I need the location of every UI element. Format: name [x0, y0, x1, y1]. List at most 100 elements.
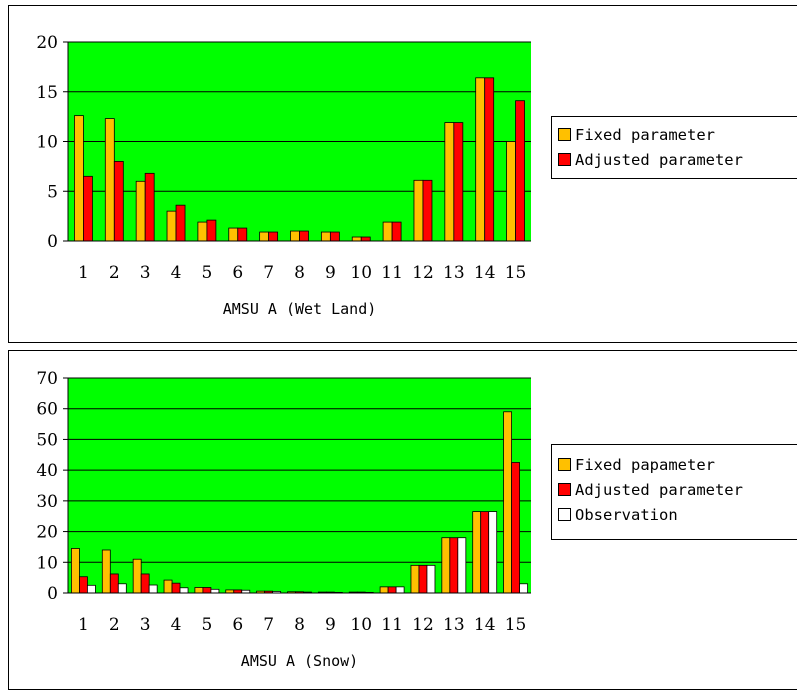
- y-tick-label: 20: [36, 33, 58, 53]
- x-tick-label: 14: [474, 615, 496, 635]
- bar-adjusted-parameter-10: [360, 236, 371, 242]
- x-tick-label: 14: [474, 263, 496, 283]
- x-tick-label: 2: [109, 615, 120, 635]
- x-tick-label: 5: [201, 263, 212, 283]
- y-tick-label: 10: [36, 553, 58, 573]
- bar-observation-3: [148, 584, 158, 594]
- bar-fixed-papameter-12: [410, 564, 420, 594]
- y-tick-label: 15: [36, 83, 58, 103]
- bar-observation-12: [426, 564, 436, 594]
- bar-adjusted-parameter-7: [268, 231, 279, 242]
- bar-fixed-papameter-5: [194, 587, 204, 594]
- x-tick-label: 13: [443, 615, 465, 635]
- bar-fixed-parameter-8: [290, 230, 300, 242]
- bar-adjusted-parameter-11: [387, 586, 397, 594]
- bar-adjusted-parameter-11: [391, 221, 402, 242]
- bar-fixed-parameter-1: [74, 115, 84, 242]
- bar-observation-14: [488, 511, 498, 594]
- x-tick-label: 11: [381, 263, 403, 283]
- bar-fixed-parameter-6: [228, 227, 239, 242]
- bar-observation-11: [395, 586, 405, 594]
- bar-fixed-parameter-12: [413, 179, 424, 242]
- bar-fixed-parameter-11: [382, 221, 393, 242]
- legend-swatch-adjusted: [558, 153, 571, 166]
- bar-adjusted-parameter-4: [171, 582, 181, 594]
- chart-wet-land-legend: Fixed parameter Adjusted parameter: [551, 116, 797, 179]
- y-tick-label: 40: [36, 461, 58, 481]
- legend-label-fixed: Fixed papameter: [575, 455, 715, 474]
- y-tick-label: 30: [36, 492, 58, 512]
- x-tick-label: 4: [171, 263, 182, 283]
- bar-adjusted-parameter-4: [175, 204, 186, 242]
- legend-item-fixed: Fixed papameter: [552, 452, 797, 477]
- bar-adjusted-parameter-6: [237, 227, 248, 242]
- bar-adjusted-parameter-1: [83, 175, 93, 242]
- legend-swatch-observation: [558, 508, 571, 521]
- bar-observation-15: [519, 583, 528, 594]
- bar-fixed-parameter-10: [351, 236, 362, 242]
- bar-observation-1: [87, 584, 96, 594]
- y-tick-label: 0: [47, 232, 58, 252]
- legend-item-adjusted: Adjusted parameter: [552, 477, 797, 502]
- bar-adjusted-parameter-14: [484, 77, 495, 242]
- x-axis-title: AMSU A (Wet Land): [223, 300, 377, 318]
- x-tick-label: 9: [325, 263, 336, 283]
- x-tick-label: 10: [350, 615, 372, 635]
- x-tick-label: 1: [78, 263, 89, 283]
- bar-fixed-parameter-3: [135, 180, 146, 242]
- legend-item-observation: Observation: [552, 502, 797, 527]
- bar-adjusted-parameter-12: [418, 564, 428, 594]
- bar-fixed-papameter-14: [472, 511, 482, 594]
- bar-fixed-parameter-2: [104, 118, 115, 242]
- x-tick-label: 4: [171, 615, 182, 635]
- legend-label-observation: Observation: [575, 505, 678, 524]
- x-tick-label: 15: [505, 615, 527, 635]
- x-tick-label: 6: [232, 263, 243, 283]
- x-tick-label: 8: [294, 263, 305, 283]
- bar-fixed-parameter-14: [475, 77, 486, 242]
- legend-label-adjusted: Adjusted parameter: [575, 150, 743, 169]
- x-tick-label: 8: [294, 615, 305, 635]
- x-tick-label: 11: [381, 615, 403, 635]
- y-tick-label: 10: [36, 133, 58, 153]
- bar-adjusted-parameter-9: [329, 231, 340, 242]
- bar-adjusted-parameter-15: [511, 462, 520, 594]
- y-tick-label: 0: [47, 584, 58, 604]
- chart-wet-land: 0 5 10 15 20 1 2 3 4 5 6 7 8 9 10 11 12 13 14 15 AMSU A (Wet…: [8, 5, 797, 343]
- y-tick-label: 5: [47, 182, 58, 202]
- bar-observation-4: [179, 587, 189, 594]
- bar-adjusted-parameter-13: [449, 537, 459, 594]
- bar-fixed-papameter-13: [441, 537, 451, 594]
- bar-adjusted-parameter-14: [480, 511, 490, 594]
- bar-adjusted-parameter-2: [109, 573, 119, 594]
- bar-fixed-parameter-7: [259, 231, 270, 242]
- bar-fixed-papameter-3: [132, 558, 142, 594]
- bar-adjusted-parameter-8: [299, 230, 309, 242]
- bar-fixed-papameter-15: [503, 411, 512, 594]
- x-tick-label: 2: [109, 263, 120, 283]
- x-tick-label: 3: [140, 615, 151, 635]
- bar-observation-5: [210, 588, 220, 594]
- x-tick-label: 6: [232, 615, 243, 635]
- bar-adjusted-parameter-13: [453, 122, 464, 242]
- x-axis-title: AMSU A (Snow): [241, 652, 358, 670]
- bar-adjusted-parameter-12: [422, 179, 433, 242]
- x-tick-label: 12: [412, 263, 434, 283]
- x-tick-label: 1: [78, 615, 89, 635]
- bar-adjusted-parameter-3: [144, 172, 155, 242]
- legend-swatch-fixed: [558, 128, 571, 141]
- bar-fixed-papameter-2: [101, 549, 111, 594]
- x-tick-label: 12: [412, 615, 434, 635]
- bar-fixed-parameter-4: [166, 210, 177, 242]
- bar-fixed-parameter-13: [444, 122, 455, 242]
- bar-adjusted-parameter-5: [202, 587, 212, 594]
- x-tick-label: 5: [201, 615, 212, 635]
- bar-fixed-papameter-11: [379, 586, 389, 594]
- y-tick-label: 60: [36, 400, 58, 420]
- bar-adjusted-parameter-1: [79, 576, 88, 594]
- legend-label-adjusted: Adjusted parameter: [575, 480, 743, 499]
- x-tick-label: 7: [263, 615, 274, 635]
- bar-adjusted-parameter-15: [515, 100, 525, 242]
- bar-adjusted-parameter-3: [140, 573, 150, 594]
